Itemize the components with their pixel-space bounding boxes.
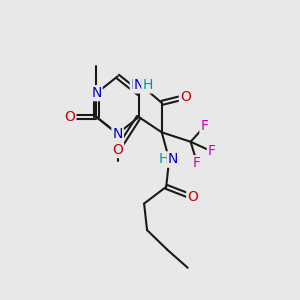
- Text: O: O: [180, 90, 191, 104]
- Text: F: F: [200, 119, 208, 134]
- Text: NH: NH: [131, 78, 152, 92]
- Text: H: H: [159, 152, 169, 167]
- Text: N: N: [112, 127, 123, 141]
- Text: O: O: [112, 143, 123, 157]
- Text: O: O: [64, 110, 75, 124]
- Text: O: O: [187, 190, 198, 204]
- Text: N: N: [168, 152, 178, 167]
- Text: F: F: [193, 156, 201, 170]
- Text: N: N: [134, 78, 144, 92]
- Text: N: N: [91, 86, 102, 100]
- Text: F: F: [208, 145, 216, 158]
- Text: H: H: [142, 78, 153, 92]
